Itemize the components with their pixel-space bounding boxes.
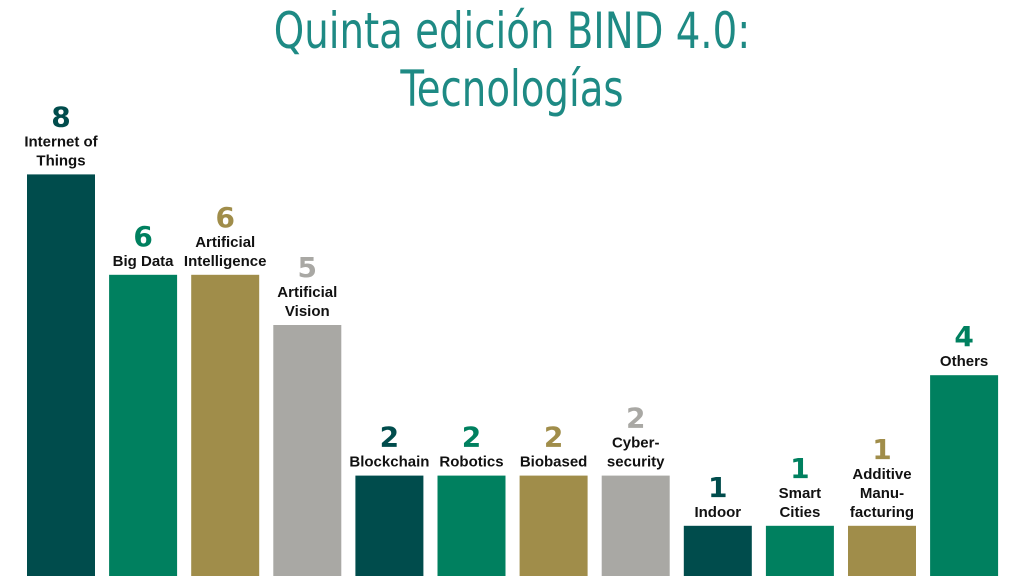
- category-label-8: Indoor: [694, 504, 741, 521]
- value-label-8: 1: [708, 471, 727, 504]
- value-label-7: 2: [626, 402, 645, 435]
- bar-10: [848, 525, 916, 576]
- bar-11: [930, 375, 999, 576]
- category-label-3: Artificial Vision: [277, 284, 337, 320]
- bar-3: [273, 325, 342, 576]
- category-label-10: Additive Manu-facturing: [850, 466, 914, 521]
- bar-1: [109, 274, 178, 576]
- category-label-1: Big Data: [113, 253, 175, 270]
- category-label-7: Cyber-security: [607, 435, 665, 471]
- bar-8: [683, 525, 752, 576]
- value-label-2: 6: [215, 201, 234, 234]
- chart-title: Quinta edición BIND 4.0: Tecnologías: [72, 2, 953, 118]
- value-label-0: 8: [51, 100, 70, 133]
- category-label-11: Others: [940, 353, 988, 370]
- value-label-9: 1: [790, 452, 809, 485]
- bar-5: [437, 475, 506, 576]
- value-label-6: 2: [544, 421, 563, 454]
- category-label-6: Biobased: [520, 454, 588, 471]
- category-label-9: Smart Cities: [779, 485, 822, 521]
- value-label-1: 6: [133, 220, 152, 253]
- bar-9: [765, 525, 834, 576]
- chart-title-line-2: Tecnologías: [400, 60, 624, 118]
- chart-title-line-1: Quinta edición BIND 4.0:: [273, 2, 751, 60]
- value-label-5: 2: [462, 421, 481, 454]
- bar-4: [355, 475, 424, 576]
- bar-2: [191, 274, 260, 576]
- value-label-10: 1: [872, 433, 891, 466]
- value-label-4: 2: [380, 421, 399, 454]
- bar-6: [519, 475, 588, 576]
- category-label-0: Internet of Things: [24, 133, 98, 169]
- value-label-3: 5: [298, 251, 317, 284]
- value-label-11: 4: [954, 320, 973, 353]
- bar-0: [27, 174, 95, 576]
- category-label-2: Artificial Intelligence: [184, 234, 267, 270]
- category-label-5: Robotics: [439, 454, 503, 471]
- category-label-4: Blockchain: [349, 454, 429, 471]
- bar-7: [601, 475, 670, 576]
